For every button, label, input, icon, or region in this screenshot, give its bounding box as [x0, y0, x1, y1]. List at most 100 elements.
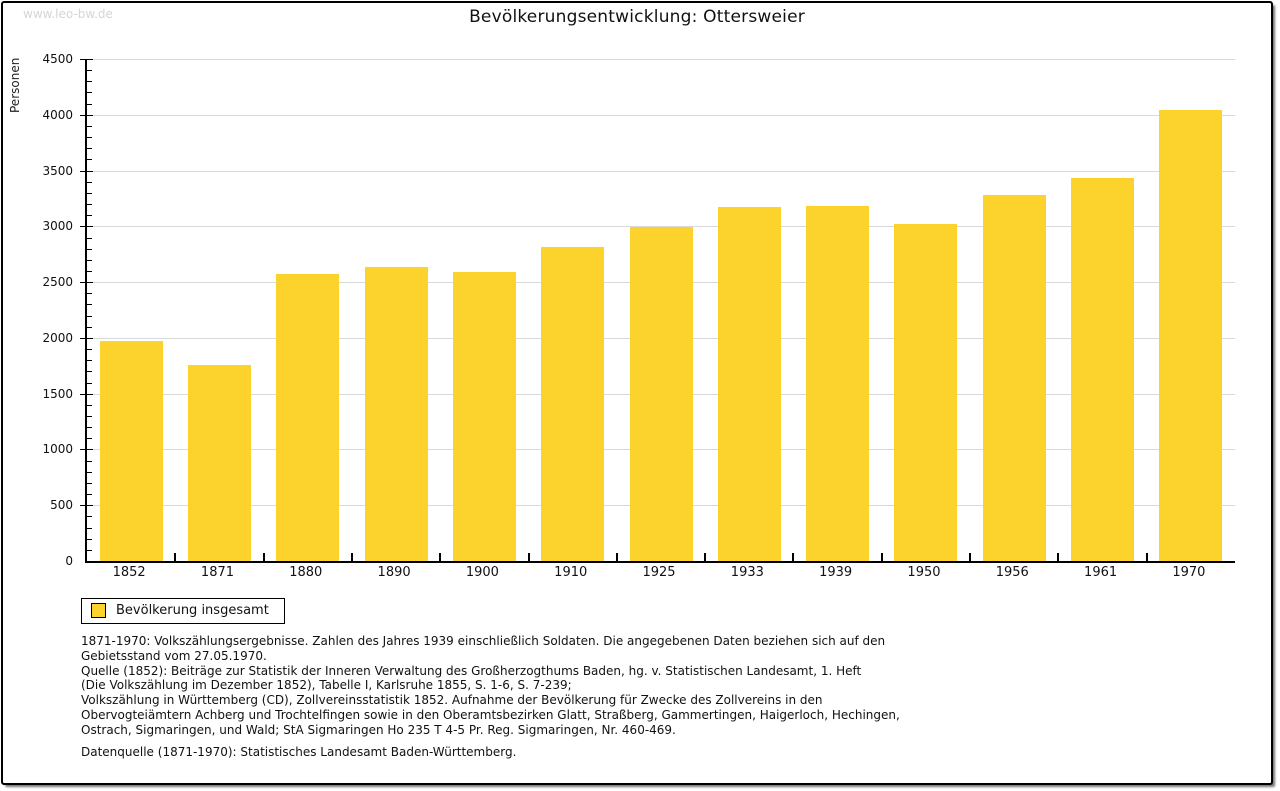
y-tick — [87, 427, 92, 429]
legend[interactable]: Bevölkerung insgesamt — [81, 598, 285, 624]
x-tick — [792, 553, 795, 561]
note-line: Obervogteiämtern Achberg und Trochtelfin… — [81, 707, 900, 722]
y-tick-label: 3500 — [42, 163, 73, 178]
legend-swatch-icon — [91, 603, 106, 618]
x-tick — [439, 553, 442, 561]
bar[interactable] — [894, 223, 958, 561]
x-axis-label: 1956 — [995, 565, 1029, 580]
x-tick — [174, 553, 177, 561]
y-tick-label: 2500 — [42, 275, 73, 290]
note-line: 1871-1970: Volkszählungsergebnisse. Zahl… — [81, 634, 886, 648]
y-tick — [87, 215, 92, 217]
x-axis-label: 1880 — [289, 565, 323, 580]
bar[interactable] — [452, 271, 516, 561]
x-axis-label: 1890 — [377, 565, 411, 580]
note-line: Gebietsstand vom 27.05.1970. — [81, 648, 267, 663]
y-grid-line — [87, 170, 1235, 172]
note-line: Quelle (1852): Beiträge zur Statistik de… — [81, 663, 862, 678]
datenquelle-line: Datenquelle (1871-1970): Statistisches L… — [81, 744, 517, 759]
y-tick — [80, 170, 93, 172]
y-tick-label: 4000 — [42, 107, 73, 122]
y-tick — [87, 527, 92, 529]
y-tick — [80, 449, 93, 451]
bar[interactable] — [99, 340, 163, 561]
y-tick — [87, 360, 92, 362]
bar[interactable] — [1159, 109, 1223, 561]
bar[interactable] — [629, 226, 693, 561]
y-tick — [80, 337, 93, 339]
y-tick — [80, 114, 93, 116]
bar[interactable] — [717, 207, 781, 561]
y-grid-line — [87, 59, 1235, 60]
bar[interactable] — [541, 246, 605, 561]
y-tick — [87, 270, 92, 272]
x-axis-label: 1961 — [1084, 565, 1118, 580]
x-tick — [969, 553, 972, 561]
bar[interactable] — [276, 273, 340, 561]
y-tick — [80, 393, 93, 395]
y-tick — [87, 125, 92, 127]
notes-block: 1871-1970: Volkszählungsergebnisse. Zahl… — [81, 634, 1211, 738]
y-tick — [87, 293, 92, 295]
bar[interactable] — [364, 267, 428, 561]
x-tick — [350, 553, 353, 561]
x-axis-labels: 1852 1871 1880 1890 1900 1910 1925 1933 1939 1950… — [85, 565, 1233, 580]
y-tick — [80, 226, 93, 228]
y-tick-label: 1000 — [42, 442, 73, 457]
y-tick — [87, 326, 92, 328]
bar[interactable] — [1071, 178, 1135, 561]
x-tick — [527, 553, 530, 561]
y-tick — [87, 460, 92, 462]
y-tick — [87, 415, 92, 417]
y-tick-label: 4500 — [42, 52, 73, 66]
x-tick — [1057, 553, 1060, 561]
legend-label: Bevölkerung insgesamt — [116, 603, 269, 618]
y-tick — [87, 92, 92, 94]
y-tick-label: 0 — [65, 554, 73, 568]
y-tick — [87, 70, 92, 72]
bar[interactable] — [806, 205, 870, 561]
x-tick — [880, 553, 883, 561]
source-notes: 1871-1970: Volkszählungsergebnisse. Zahl… — [81, 634, 1211, 759]
y-tick-label: 2000 — [42, 330, 73, 345]
y-tick — [87, 371, 92, 373]
x-tick — [615, 553, 618, 561]
bar[interactable] — [982, 195, 1046, 561]
bar[interactable] — [187, 365, 251, 561]
x-axis-label: 1871 — [200, 565, 235, 580]
y-tick — [80, 59, 93, 60]
y-tick — [80, 505, 93, 507]
y-tick-label: 1500 — [42, 386, 73, 401]
y-tick — [87, 103, 92, 105]
y-tick — [87, 159, 92, 161]
y-tick — [87, 538, 92, 540]
x-tick — [262, 553, 265, 561]
y-tick — [87, 204, 92, 206]
y-axis-tick-labels: 0 500 1000 1500 2000 2500 3000 3500 4000 4500 — [3, 52, 73, 568]
plot-area — [80, 59, 1235, 563]
y-tick — [87, 192, 92, 194]
y-tick — [87, 304, 92, 306]
x-tick — [704, 553, 707, 561]
y-tick — [87, 382, 92, 384]
y-tick-label: 3000 — [42, 219, 73, 234]
y-tick — [87, 549, 92, 551]
y-tick — [87, 482, 92, 484]
note-line: Volkszählung in Württemberg (CD), Zollve… — [81, 693, 823, 708]
x-axis-label: 1910 — [554, 565, 588, 580]
y-tick — [87, 181, 92, 183]
x-axis-label: 1970 — [1172, 565, 1206, 580]
y-tick — [87, 404, 92, 406]
page-title: Bevölkerungsentwicklung: Ottersweier — [469, 7, 805, 27]
x-axis-label: 1950 — [907, 565, 941, 580]
y-tick — [87, 137, 92, 139]
x-axis-label: 1939 — [819, 565, 853, 580]
y-tick — [87, 494, 92, 496]
watermark-link[interactable]: www.leo-bw.de — [23, 7, 113, 21]
y-grid-line — [87, 114, 1235, 116]
y-tick — [87, 248, 92, 250]
x-axis-label: 1852 — [112, 565, 146, 580]
y-tick-label: 500 — [50, 498, 73, 513]
y-tick — [87, 259, 92, 261]
